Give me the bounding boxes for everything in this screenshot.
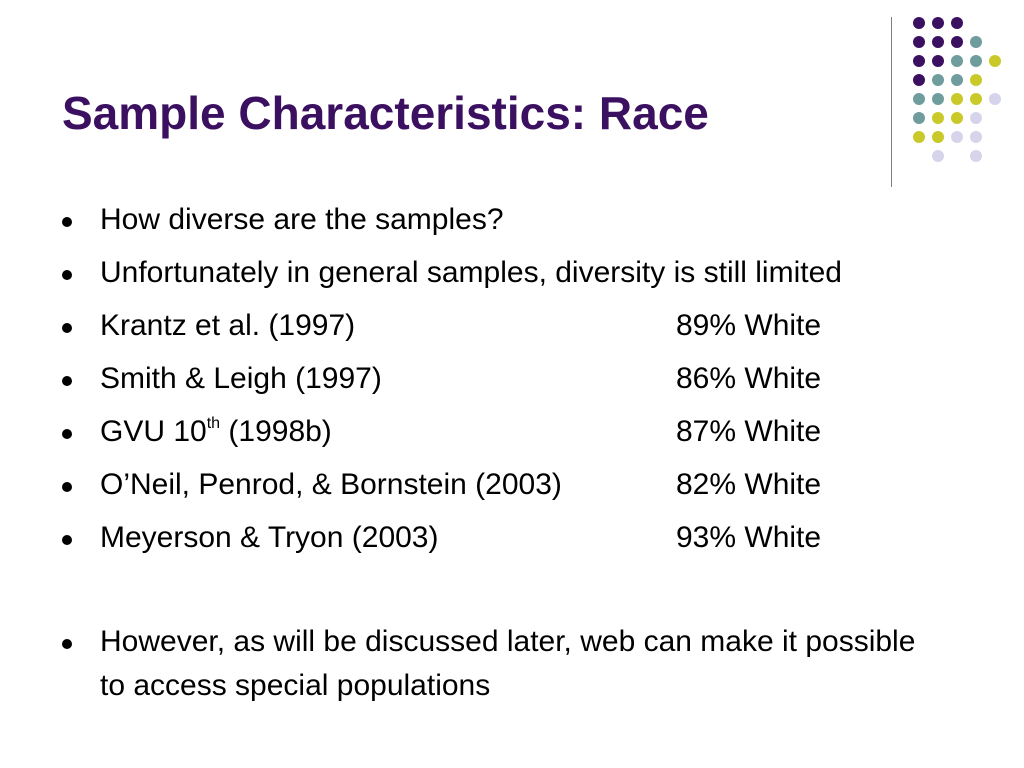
study-item: O’Neil, Penrod, & Bornstein (2003) 82% Wh… — [62, 463, 962, 507]
decorative-dot — [913, 112, 925, 124]
bullet-list: How diverse are the samples? Unfortunate… — [62, 198, 962, 717]
decorative-dot — [913, 55, 925, 67]
decorative-dot — [951, 131, 963, 143]
title-divider — [891, 17, 892, 187]
decorative-dot — [951, 93, 963, 105]
decorative-dot — [970, 150, 982, 162]
study-value: 86% White — [676, 362, 822, 395]
study-source-pre: GVU 10 — [100, 415, 207, 448]
decorative-dot — [951, 17, 963, 29]
decorative-dot — [989, 55, 1001, 67]
study-source: O’Neil, Penrod, & Bornstein (2003) — [100, 468, 562, 501]
decorative-dot — [932, 74, 944, 86]
decorative-dot — [932, 17, 944, 29]
decorative-dot — [951, 74, 963, 86]
decorative-dot — [932, 131, 944, 143]
decorative-dot — [951, 36, 963, 48]
decorative-dot — [932, 93, 944, 105]
decorative-dot — [913, 74, 925, 86]
study-item: Krantz et al. (1997) 89% White — [62, 304, 962, 348]
decorative-dot — [913, 93, 925, 105]
decorative-dot — [970, 112, 982, 124]
bullet-dot-icon — [62, 270, 72, 280]
bullet-dot-icon — [62, 323, 72, 333]
decorative-dot — [970, 93, 982, 105]
bullet-text: How diverse are the samples? — [100, 203, 504, 236]
decorative-dot — [970, 55, 982, 67]
study-item: Smith & Leigh (1997) 86% White — [62, 357, 962, 401]
decorative-dot — [932, 112, 944, 124]
study-item: GVU 10th (1998b) 87% White — [62, 410, 962, 454]
study-source: Meyerson & Tryon (2003) — [100, 521, 439, 554]
decorative-dot — [913, 36, 925, 48]
decorative-dot — [932, 55, 944, 67]
study-source-post: (1998b) — [220, 415, 332, 448]
bullet-dot-icon — [62, 429, 72, 439]
bullet-item: How diverse are the samples? — [62, 198, 962, 242]
decorative-dot — [989, 93, 1001, 105]
bullet-dot-icon — [62, 217, 72, 227]
study-value: 87% White — [676, 415, 822, 448]
bullet-item: However, as will be discussed later, web… — [62, 620, 940, 708]
study-source-sup: th — [206, 415, 221, 432]
decorative-dot — [913, 131, 925, 143]
study-value: 82% White — [676, 468, 822, 501]
bullet-text: However, as will be discussed later, web… — [100, 625, 916, 702]
study-item: Meyerson & Tryon (2003) 93% White — [62, 516, 962, 560]
bullet-dot-icon — [62, 376, 72, 386]
decorative-dot — [913, 17, 925, 29]
decorative-dot — [970, 131, 982, 143]
bullet-dot-icon — [62, 482, 72, 492]
bullet-dot-icon — [62, 535, 72, 545]
decorative-dot — [932, 150, 944, 162]
study-value: 93% White — [676, 521, 822, 554]
bullet-item: Unfortunately in general samples, divers… — [62, 251, 940, 295]
study-source: GVU 10th (1998b) — [100, 410, 676, 454]
decorative-dot — [951, 112, 963, 124]
decorative-dot — [970, 36, 982, 48]
bullet-text: Unfortunately in general samples, divers… — [100, 256, 842, 289]
decorative-dot — [932, 36, 944, 48]
study-source: Smith & Leigh (1997) — [100, 362, 382, 395]
study-value: 89% White — [676, 309, 822, 342]
decorative-dot — [970, 74, 982, 86]
decorative-dot — [951, 55, 963, 67]
slide-title: Sample Characteristics: Race — [62, 87, 709, 139]
study-source: Krantz et al. (1997) — [100, 309, 356, 342]
bullet-dot-icon — [62, 639, 72, 649]
